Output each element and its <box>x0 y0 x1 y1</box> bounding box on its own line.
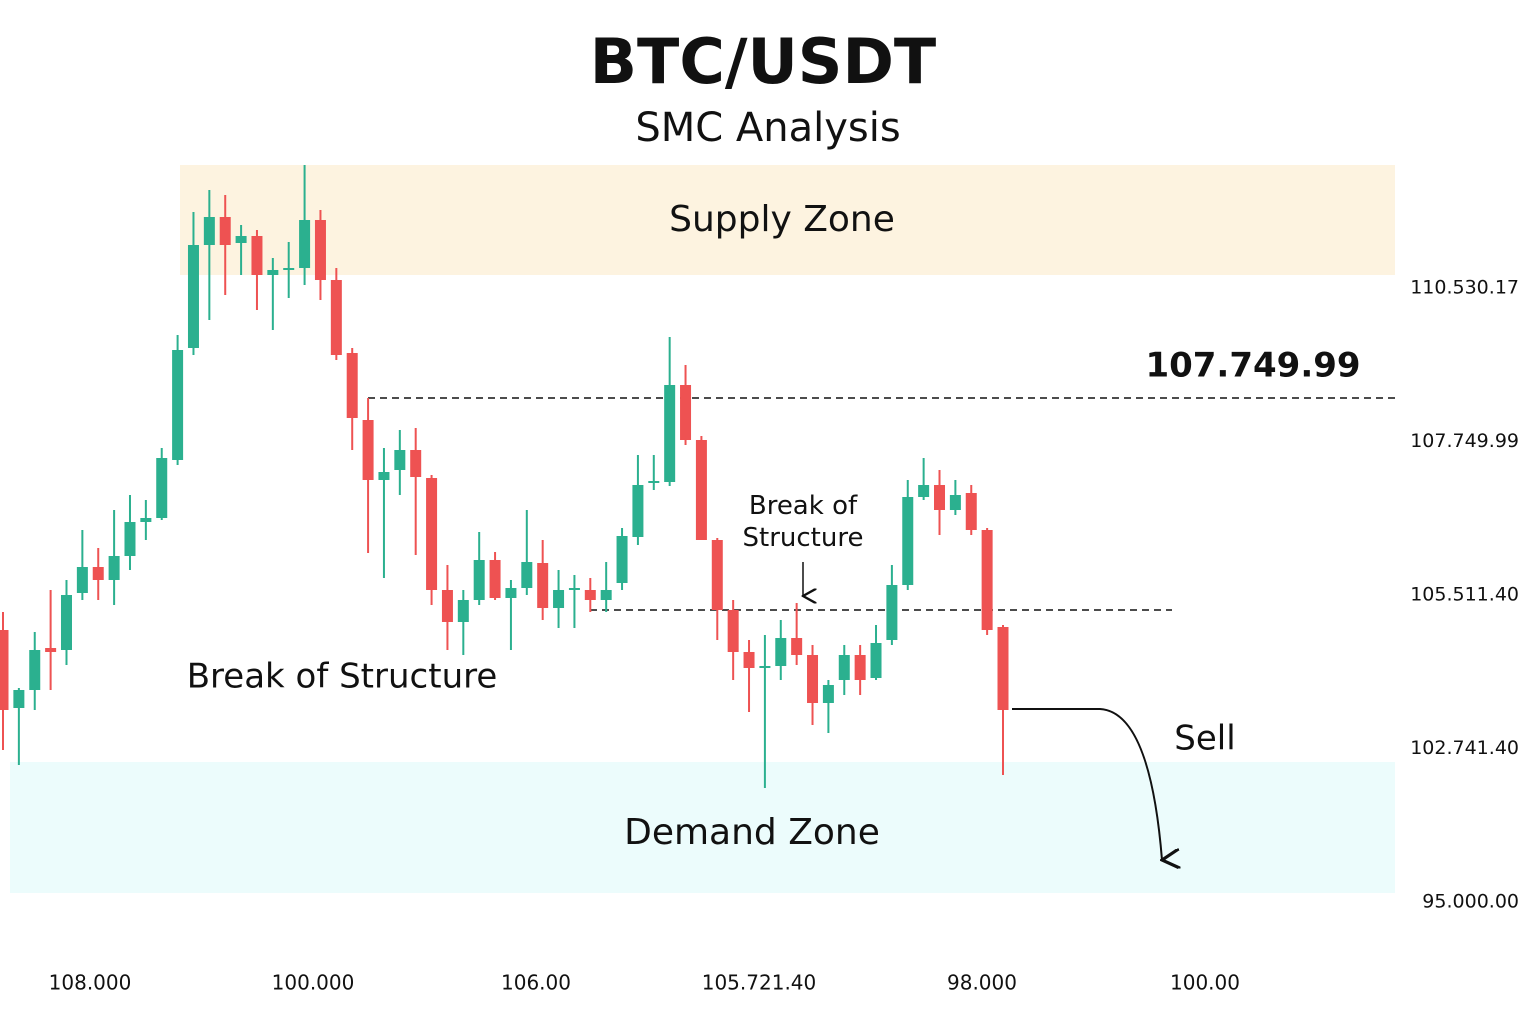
candle-body <box>267 270 279 275</box>
candle-body <box>489 560 501 598</box>
candle-body <box>203 217 215 245</box>
candle-body <box>0 630 9 710</box>
candle-body <box>584 590 596 600</box>
candle-body <box>235 236 247 243</box>
y-axis-label: 107.749.99 <box>1410 430 1519 452</box>
candle-body <box>60 595 72 650</box>
candle-body <box>965 493 977 530</box>
chart-title: BTC/USDT <box>590 25 936 98</box>
candle-body <box>616 536 628 583</box>
candle-body <box>822 685 834 703</box>
candle-body <box>600 590 612 600</box>
chart-subtitle: SMC Analysis <box>635 105 900 151</box>
candle-body <box>314 220 326 280</box>
levels <box>368 397 1395 611</box>
x-axis-label: 105.721.40 <box>702 971 817 995</box>
candle-body <box>997 627 1009 710</box>
candle-body <box>187 245 199 348</box>
candle-body <box>426 478 438 590</box>
level-label: 107.749.99 <box>1145 346 1360 386</box>
candle-body <box>108 556 120 580</box>
candle-body <box>346 353 358 418</box>
candle-body <box>92 567 104 580</box>
candle-body <box>13 690 25 708</box>
candle-body <box>330 280 342 355</box>
candle-body <box>886 585 898 640</box>
x-axis-label: 106.00 <box>501 971 571 995</box>
candle-body <box>838 655 850 680</box>
annotation-line: Structure <box>743 523 864 553</box>
candle-body <box>299 220 311 268</box>
candle-body <box>902 497 914 585</box>
candle-body <box>981 530 993 630</box>
y-axis-label: 110.530.17 <box>1410 277 1519 299</box>
candle-body <box>727 610 739 652</box>
y-axis-label: 95.000.00 <box>1422 891 1519 913</box>
candle-body <box>283 268 295 270</box>
candle-body <box>45 648 57 652</box>
candle-body <box>441 590 453 622</box>
candle-body <box>473 560 485 600</box>
y-axis-label: 102.741.40 <box>1410 737 1519 759</box>
candle-body <box>934 485 946 510</box>
candle-body <box>521 562 533 588</box>
candle-body <box>219 217 231 245</box>
annotation: Sell <box>1174 719 1235 759</box>
y-axis-label: 105.511.40 <box>1410 584 1519 606</box>
candle-body <box>140 518 152 522</box>
zone <box>180 165 1395 275</box>
candle-body <box>457 600 469 622</box>
candle-body <box>632 485 644 537</box>
zones <box>10 165 1395 893</box>
candle-body <box>505 588 517 598</box>
candle-body <box>807 655 819 703</box>
candles <box>0 165 1009 788</box>
candle-body <box>568 588 580 590</box>
x-axis-label: 98.000 <box>947 971 1017 995</box>
candle-body <box>378 472 390 480</box>
candle-body <box>949 495 961 510</box>
candle-body <box>711 540 723 610</box>
candle-body <box>791 638 803 655</box>
candle-body <box>410 450 422 477</box>
candle-body <box>918 485 930 497</box>
candle-body <box>124 522 136 556</box>
candle-body <box>695 440 707 540</box>
annotation: Break of Structure <box>187 657 498 697</box>
candle-body <box>759 666 771 668</box>
candle-body <box>648 481 660 483</box>
candle-body <box>664 385 676 482</box>
candle-body <box>743 652 755 668</box>
zone <box>10 762 1395 893</box>
x-axis-label: 100.00 <box>1170 971 1240 995</box>
candle-body <box>394 450 406 470</box>
zone-label: Supply Zone <box>669 199 895 240</box>
zone-label: Demand Zone <box>624 812 880 853</box>
candle-body <box>680 385 692 440</box>
candle-body <box>251 236 263 275</box>
candle-body <box>870 643 882 678</box>
candle-body <box>775 638 787 666</box>
annotation-line: Break of <box>749 491 858 521</box>
x-axis-label: 100.000 <box>272 971 355 995</box>
candle-body <box>156 458 168 518</box>
candle-body <box>537 563 549 608</box>
candle-body <box>553 590 565 608</box>
candle-body <box>76 567 88 593</box>
candle-body <box>29 650 41 690</box>
candle-body <box>362 420 374 480</box>
candle-body <box>172 350 184 460</box>
candle-body <box>854 655 866 680</box>
annotation: Break of Structure <box>743 491 864 553</box>
sell-arrow <box>1012 708 1162 860</box>
x-axis-label: 108.000 <box>49 971 132 995</box>
